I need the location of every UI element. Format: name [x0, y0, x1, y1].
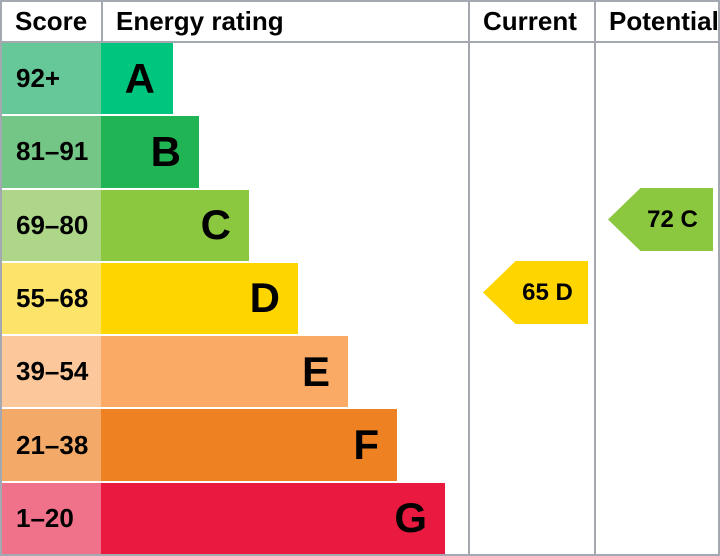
rating-bands: 92+ A 81–91 B 69–80 C 55–68 D 39–54 E 21…	[2, 43, 468, 554]
band-row-b: 81–91 B	[2, 116, 468, 190]
band-bar-d: D	[101, 262, 298, 335]
header-potential: Potential	[594, 2, 718, 41]
score-cell: 92+	[2, 43, 101, 115]
header-energy-rating: Energy rating	[116, 6, 284, 36]
potential-rating-arrow: 72 C	[608, 188, 713, 251]
band-bar-g: G	[101, 482, 445, 554]
band-bar-f: F	[101, 409, 397, 481]
score-cell: 39–54	[2, 336, 101, 408]
band-row-d: 55–68 D	[2, 262, 468, 337]
band-bar-c: C	[101, 189, 249, 261]
potential-column: 72 C	[594, 43, 718, 554]
score-cell: 1–20	[2, 482, 101, 554]
band-bar-e: E	[101, 336, 348, 408]
band-row-c: 69–80 C	[2, 189, 468, 263]
band-bar-b: B	[101, 116, 199, 188]
score-cell: 55–68	[2, 262, 101, 335]
band-bar-a: A	[101, 43, 173, 115]
current-rating-arrow: 65 D	[483, 261, 588, 324]
band-row-g: 1–20 G	[2, 482, 468, 554]
chart-body: 92+ A 81–91 B 69–80 C 55–68 D 39–54 E 21…	[2, 43, 718, 554]
score-cell: 81–91	[2, 116, 101, 188]
band-row-f: 21–38 F	[2, 409, 468, 483]
chart-header: Score Energy rating Current Potential	[2, 2, 718, 43]
band-row-a: 92+ A	[2, 43, 468, 117]
score-cell: 69–80	[2, 189, 101, 261]
score-cell: 21–38	[2, 409, 101, 481]
current-column: 65 D	[468, 43, 594, 554]
header-current: Current	[468, 2, 594, 41]
header-score: Score	[2, 2, 103, 41]
band-row-e: 39–54 E	[2, 336, 468, 410]
